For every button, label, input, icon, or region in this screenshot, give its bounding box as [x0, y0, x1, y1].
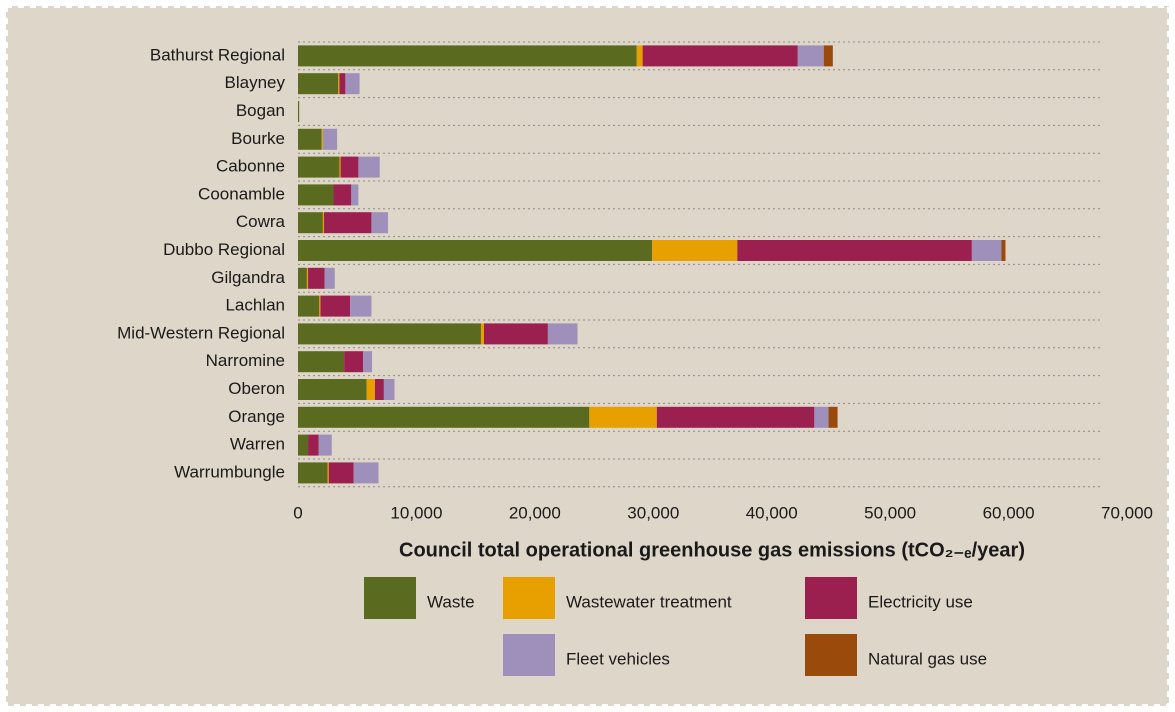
y-tick-label: Oberon: [228, 379, 285, 398]
x-axis-label: Council total operational greenhouse gas…: [399, 539, 1025, 561]
bar-segment: [298, 323, 481, 345]
bar-segment: [298, 73, 339, 95]
x-tick-label: 40,000: [746, 503, 798, 522]
bar-segment: [298, 462, 328, 484]
bar-segment: [324, 267, 335, 289]
bar-segment: [319, 295, 321, 317]
y-tick-label: Warren: [230, 435, 285, 454]
bar-segment: [298, 379, 367, 400]
bar-segment: [298, 101, 300, 122]
legend-label: Natural gas use: [868, 649, 987, 668]
legend-swatch: [503, 577, 555, 619]
bar-segment: [814, 406, 829, 428]
bar-segment: [298, 45, 637, 67]
bar-segment: [351, 184, 359, 206]
legend-label: Fleet vehicles: [566, 649, 670, 668]
bar-segment: [340, 156, 359, 178]
y-tick-label: Orange: [228, 407, 285, 426]
bar-segment: [308, 434, 319, 456]
y-tick-label: Lachlan: [225, 296, 285, 315]
bar-segment: [1001, 240, 1006, 261]
bar-segment: [298, 212, 323, 234]
bar-segment: [322, 128, 338, 150]
bar-segment: [298, 434, 309, 456]
bar-segment: [308, 267, 325, 289]
y-tick-label: Narromine: [206, 351, 285, 370]
bar-segment: [480, 323, 484, 345]
x-tick-label: 10,000: [390, 503, 442, 522]
y-tick-label: Warrumbungle: [174, 462, 285, 481]
bar-segment: [350, 295, 372, 317]
bar-segment: [483, 323, 548, 345]
legend-label: Electricity use: [868, 592, 973, 611]
bar-segment: [327, 462, 329, 484]
legend-swatch: [503, 634, 555, 676]
y-tick-label: Bourke: [231, 129, 285, 148]
x-tick-label: 0: [293, 503, 302, 522]
y-tick-label: Cabonne: [216, 157, 285, 176]
bar-segment: [828, 406, 838, 428]
bar-segment: [298, 156, 340, 178]
bar-segment: [547, 323, 578, 345]
bar-segment: [320, 295, 351, 317]
bar-segment: [339, 156, 341, 178]
bar-segment: [321, 128, 323, 150]
y-tick-label: Coonamble: [198, 184, 285, 203]
bar-segment: [318, 434, 332, 456]
y-tick-label: Bogan: [236, 101, 285, 120]
bar-segment: [589, 406, 657, 428]
x-tick-label: 60,000: [983, 503, 1035, 522]
x-tick-label: 20,000: [509, 503, 561, 522]
bar-segment: [656, 406, 815, 428]
x-tick-label: 70,000: [1101, 503, 1153, 522]
bar-segment: [339, 73, 346, 95]
bar-segment: [322, 212, 325, 234]
bar-segment: [328, 462, 354, 484]
bar-segment: [298, 267, 307, 289]
legend-swatch: [805, 577, 857, 619]
y-tick-label: Bathurst Regional: [150, 45, 285, 64]
bar-segment: [338, 73, 340, 95]
bar-segment: [298, 240, 653, 261]
bar-segment: [371, 212, 389, 234]
background: [4, 4, 1171, 708]
bar-segment: [298, 184, 334, 206]
bar-segment: [345, 73, 360, 95]
y-tick-label: Blayney: [225, 73, 286, 92]
y-tick-label: Dubbo Regional: [163, 240, 285, 259]
bar-segment: [636, 45, 643, 67]
bar-segment: [298, 128, 322, 150]
legend-label: Wastewater treatment: [566, 592, 732, 611]
y-tick-label: Gilgandra: [211, 268, 285, 287]
bar-segment: [971, 240, 1002, 261]
bar-segment: [298, 295, 320, 317]
bar-segment: [652, 240, 738, 261]
bar-segment: [353, 462, 379, 484]
bar-segment: [344, 351, 364, 373]
bar-segment: [333, 184, 352, 206]
legend-swatch: [805, 634, 857, 676]
bar-segment: [298, 406, 590, 428]
y-tick-label: Mid-Western Regional: [117, 323, 285, 342]
legend-label: Waste: [427, 592, 475, 611]
bar-segment: [358, 156, 380, 178]
bar-segment: [363, 351, 373, 373]
bar-segment: [306, 267, 309, 289]
bar-segment: [642, 45, 798, 67]
bar-segment: [324, 212, 372, 234]
bar-segment: [823, 45, 833, 67]
bar-segment: [366, 379, 375, 400]
bar-segment: [737, 240, 972, 261]
bar-segment: [797, 45, 824, 67]
x-tick-label: 50,000: [864, 503, 916, 522]
bar-segment: [374, 379, 384, 400]
x-tick-label: 30,000: [627, 503, 679, 522]
bar-segment: [298, 351, 345, 373]
legend-swatch: [364, 577, 416, 619]
y-tick-label: Cowra: [236, 212, 286, 231]
bar-segment: [383, 379, 395, 400]
